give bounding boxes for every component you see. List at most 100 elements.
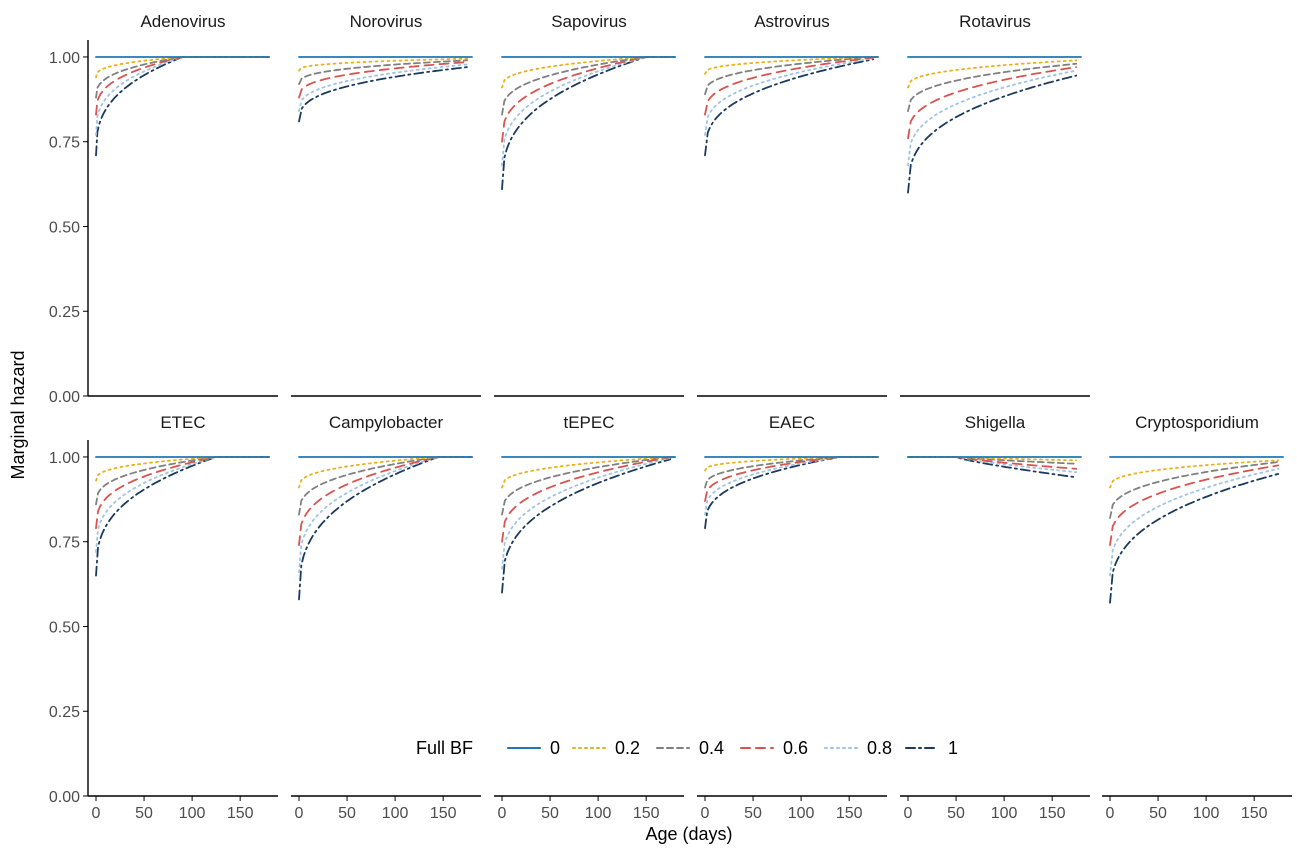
legend-label: 0.4: [699, 738, 724, 758]
y-tick-label: 0.00: [49, 389, 80, 406]
panel-title: Sapovirus: [551, 12, 627, 31]
panel-eaec: EAEC 0 50 100 150: [697, 413, 887, 822]
series-line-bf-0-2: [907, 59, 1078, 89]
x-tick-label: 0: [295, 805, 304, 822]
series-line-bf-0-4: [298, 59, 469, 85]
y-tick-label: 0.00: [49, 789, 80, 806]
y-tick-label: 0.25: [49, 704, 80, 721]
series-line-bf-0-2: [704, 456, 879, 472]
legend-title: Full BF: [416, 738, 473, 758]
series-line-bf-1: [907, 74, 1078, 194]
x-tick-label: 100: [991, 805, 1018, 822]
series-line-bf-0-2: [95, 456, 270, 482]
x-tick-label: 150: [836, 805, 863, 822]
x-axis-label: Age (days): [645, 824, 732, 844]
series-line-bf-0-4: [704, 56, 879, 96]
x-tick-label: 100: [585, 805, 612, 822]
x-tick-label: 50: [541, 805, 559, 822]
x-tick-label: 50: [947, 805, 965, 822]
x-tick-label: 150: [1241, 805, 1268, 822]
x-tick-label: 0: [701, 805, 710, 822]
series-line-bf-0-6: [704, 456, 879, 502]
series-line-bf-0-4: [501, 456, 676, 516]
panel-campylobacter: Campylobacter 0 50 100 150: [291, 413, 481, 822]
y-tick-label: 1.00: [49, 450, 80, 467]
x-tick-label: 100: [179, 805, 206, 822]
series-line-bf-0-4: [95, 56, 270, 99]
x-tick-label: 0: [1106, 805, 1115, 822]
series-line-bf-0-8: [1109, 467, 1280, 577]
panel-title: Adenovirus: [140, 12, 225, 31]
series-line-bf-1: [704, 58, 875, 157]
x-tick-label: 50: [338, 805, 356, 822]
y-tick-label: 0.75: [49, 135, 80, 152]
series-line-bf-0-2: [907, 456, 1078, 462]
y-tick-label: 0.25: [49, 304, 80, 321]
panel-title: EAEC: [769, 413, 815, 432]
series-line-bf-0-6: [298, 456, 473, 546]
panels-layer: Adenovirus 0.00 0.25 0.50 0.75 1.00 Norovirus S…: [49, 12, 1292, 822]
series-line-bf-0-6: [298, 61, 469, 99]
panel-title: Shigella: [965, 413, 1026, 432]
panel-cryptosporidium: Cryptosporidium 0 50 100 150: [1102, 413, 1292, 822]
panel-etec: ETEC 0.00 0.25 0.50 0.75 1.00 0 50 100 150: [49, 413, 278, 822]
series-line-bf-0-4: [298, 456, 473, 516]
series-line-bf-0-4: [1109, 461, 1280, 519]
panel-title: Cryptosporidium: [1135, 413, 1259, 432]
series-line-bf-0-6: [501, 56, 676, 143]
series-line-bf-0-8: [95, 56, 270, 136]
panel-rotavirus: Rotavirus: [900, 12, 1090, 397]
panel-title: ETEC: [160, 413, 205, 432]
series-line-bf-0-8: [501, 457, 672, 570]
series-line-bf-0-2: [1109, 459, 1280, 489]
series-line-bf-0-6: [95, 56, 270, 116]
panel-adenovirus: Adenovirus 0.00 0.25 0.50 0.75 1.00: [49, 12, 278, 406]
series-line-bf-0-6: [95, 456, 270, 530]
panel-title: Rotavirus: [959, 12, 1031, 31]
series-line-bf-0-6: [907, 66, 1078, 140]
panel-title: tEPEC: [563, 413, 614, 432]
series-line-bf-0-2: [704, 56, 879, 75]
panel-shigella: Shigella 0 50 100 150: [900, 413, 1090, 822]
x-tick-label: 150: [1039, 805, 1066, 822]
series-line-bf-0-2: [501, 456, 676, 489]
series-line-bf-0-2: [298, 57, 469, 72]
x-tick-label: 0: [498, 805, 507, 822]
series-line-bf-0-4: [501, 56, 676, 116]
series-line-bf-0-8: [704, 456, 879, 516]
series-line-bf-1: [1109, 472, 1280, 604]
x-tick-label: 150: [633, 805, 660, 822]
legend-label: 0.6: [783, 738, 808, 758]
series-line-bf-0-8: [95, 456, 270, 553]
series-line-bf-0-4: [704, 456, 879, 489]
series-line-bf-0-8: [907, 456, 1078, 474]
legend-label: 1: [948, 738, 958, 758]
x-tick-label: 150: [227, 805, 254, 822]
y-tick-label: 0.50: [49, 619, 80, 636]
legend-label: 0: [550, 738, 560, 758]
series-line-bf-0-8: [704, 57, 875, 136]
series-line-bf-0-2: [501, 56, 676, 89]
series-line-bf-0-2: [298, 456, 473, 489]
series-line-bf-1: [704, 456, 879, 530]
y-tick-label: 0.75: [49, 535, 80, 552]
panel-norovirus: Norovirus: [291, 12, 481, 397]
series-line-bf-0-8: [298, 456, 473, 574]
series-line-bf-0-8: [907, 69, 1078, 167]
x-tick-label: 50: [1149, 805, 1167, 822]
x-tick-label: 150: [430, 805, 457, 822]
panel-title: Norovirus: [350, 12, 423, 31]
y-tick-label: 0.50: [49, 219, 80, 236]
series-line-bf-1: [501, 458, 672, 594]
y-tick-label: 1.00: [49, 50, 80, 67]
series-line-bf-0-6: [907, 456, 1078, 470]
series-line-bf-0-6: [501, 456, 676, 543]
series-line-bf-0-4: [907, 456, 1078, 465]
x-tick-label: 100: [382, 805, 409, 822]
x-tick-label: 50: [135, 805, 153, 822]
series-line-bf-0-4: [907, 62, 1078, 113]
x-tick-label: 100: [788, 805, 815, 822]
y-axis-label: Marginal hazard: [8, 350, 28, 479]
